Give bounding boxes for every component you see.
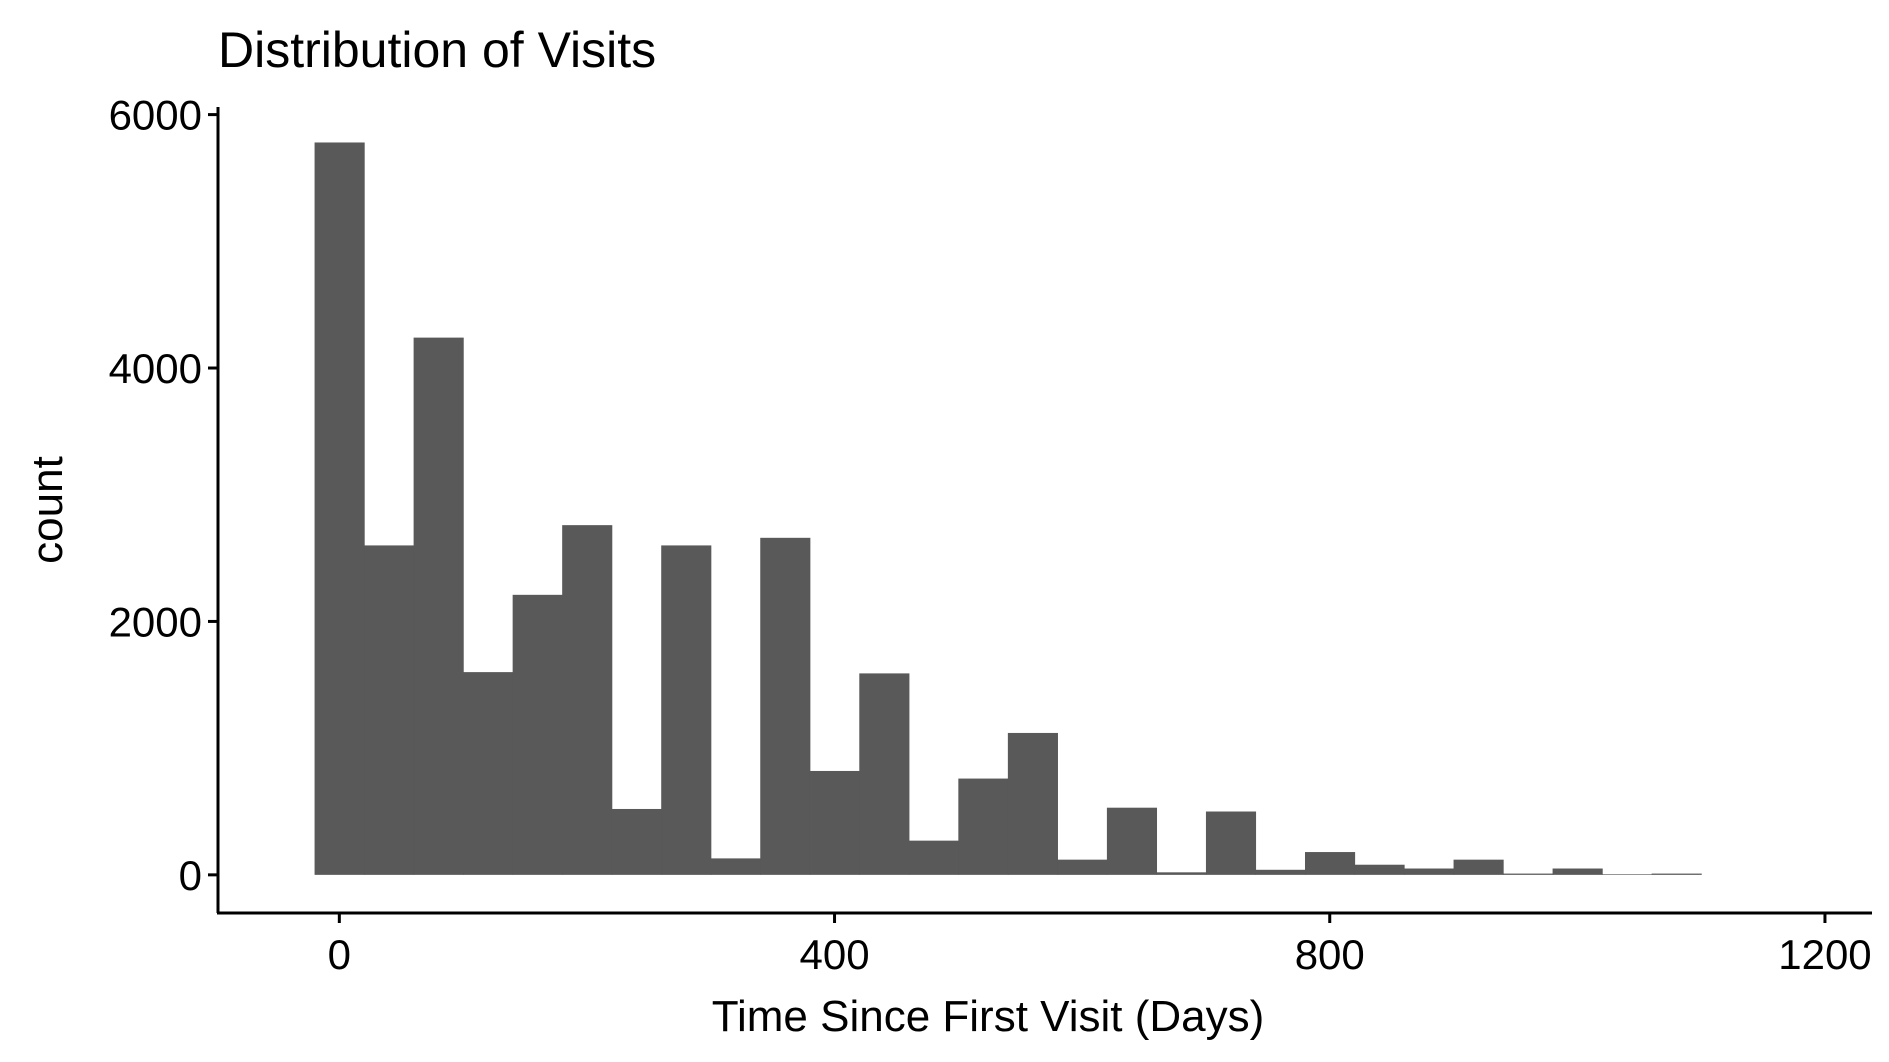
histogram-bar-17 — [1156, 872, 1207, 875]
x-axis-ticks: 0 400 800 1200 — [328, 913, 1872, 978]
histogram-bar-2 — [413, 337, 464, 875]
y-tick-label-0: 0 — [179, 852, 202, 899]
histogram-bar-0 — [314, 142, 365, 875]
histogram-bar-4 — [512, 594, 563, 875]
x-axis-title: Time Since First Visit (Days) — [712, 992, 1265, 1041]
histogram-bar-7 — [661, 545, 712, 875]
histogram-bar-19 — [1255, 869, 1306, 875]
histogram-bar-8 — [710, 858, 761, 875]
y-tick-label-3: 6000 — [109, 92, 202, 139]
histogram-bar-10 — [809, 770, 860, 875]
x-tick-label-2: 800 — [1295, 931, 1365, 978]
histogram-bar-6 — [611, 808, 662, 875]
histogram-bar-11 — [859, 673, 910, 875]
histogram-bars — [314, 142, 1702, 875]
y-axis-ticks: 0 2000 4000 6000 — [109, 92, 218, 899]
histogram-bar-26 — [1602, 874, 1653, 875]
chart-title: Distribution of Visits — [218, 22, 656, 78]
histogram-bar-22 — [1404, 868, 1455, 875]
histogram-bar-14 — [1007, 732, 1058, 875]
y-axis-title: count — [23, 456, 72, 564]
histogram-bar-18 — [1205, 811, 1257, 875]
histogram-bar-24 — [1503, 873, 1554, 875]
y-tick-label-2: 4000 — [109, 345, 202, 392]
x-tick-label-3: 1200 — [1778, 931, 1871, 978]
histogram-bar-15 — [1057, 859, 1108, 875]
histogram-bar-16 — [1106, 807, 1158, 875]
histogram-bar-13 — [958, 778, 1009, 875]
histogram-bar-21 — [1354, 864, 1405, 875]
histogram-bar-23 — [1453, 859, 1504, 875]
histogram-bar-3 — [463, 672, 514, 875]
histogram-bar-27 — [1651, 873, 1702, 875]
histogram-bar-25 — [1552, 868, 1603, 875]
histogram-bar-12 — [908, 840, 959, 875]
histogram-bar-1 — [364, 545, 415, 875]
histogram-bar-5 — [562, 525, 613, 875]
histogram-bar-20 — [1304, 852, 1356, 875]
y-tick-label-1: 2000 — [109, 598, 202, 645]
histogram-bar-9 — [760, 537, 811, 875]
x-tick-label-0: 0 — [328, 931, 351, 978]
x-tick-label-1: 400 — [799, 931, 869, 978]
